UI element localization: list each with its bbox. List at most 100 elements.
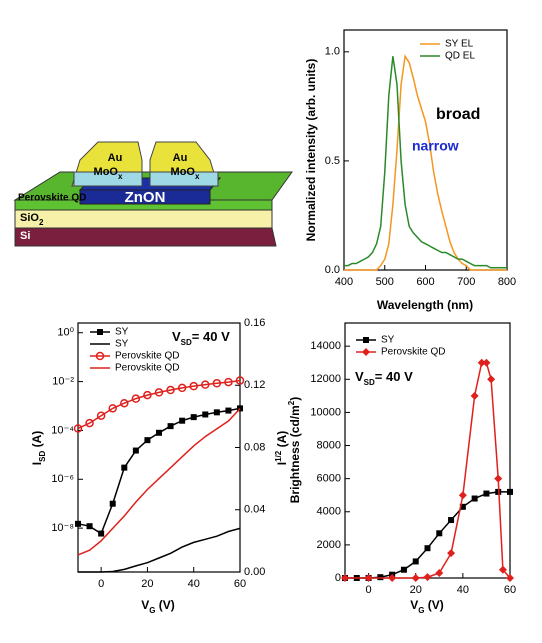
data-point: [154, 388, 164, 397]
x-tick-label: 600: [416, 276, 434, 288]
device-schematic: Au Au MoOx MoOx ZnON Perovskite QD SiO2 …: [13, 141, 293, 247]
y2-tick-label: 0.04: [244, 504, 265, 516]
data-point: [177, 383, 187, 393]
legend-marker: [362, 348, 370, 356]
au-label: Au: [108, 152, 123, 164]
y-tick-label: 14000: [310, 340, 341, 352]
y-tick-label: 4000: [317, 506, 341, 518]
data-point: [86, 523, 93, 530]
y-tick-label: 10⁻⁴: [51, 424, 74, 436]
data-point: [341, 574, 349, 582]
data-point: [424, 545, 431, 552]
label-part: G: [418, 606, 424, 615]
data-point: [109, 500, 116, 507]
data-point: [498, 565, 507, 574]
legend-marker: [95, 351, 105, 361]
x-tick-label: 0: [366, 584, 372, 596]
label-part: I: [30, 462, 44, 465]
data-point: [477, 358, 486, 367]
series-line: [345, 491, 510, 579]
series-line: [77, 379, 241, 430]
label-part: = 40 V: [192, 329, 230, 344]
data-point: [121, 464, 128, 471]
y2-axis-label: I1/2 (A): [274, 431, 290, 465]
data-point: [388, 574, 397, 582]
annotation: broad: [436, 106, 480, 123]
x-tick-label: 60: [504, 584, 516, 596]
data-point: [458, 491, 467, 500]
label-part: 2: [39, 218, 44, 227]
x-tick-label: 40: [188, 578, 200, 590]
data-point: [487, 375, 496, 384]
legend-label: SY: [115, 339, 129, 350]
y-tick-label: 1.0: [325, 46, 340, 58]
sio2-layer: [14, 209, 273, 229]
x-tick-label: 40: [457, 584, 469, 596]
legend-label: SY EL: [445, 39, 474, 50]
data-point: [471, 495, 478, 502]
data-point: [423, 573, 432, 582]
data-point: [85, 418, 94, 428]
data-point: [412, 558, 419, 565]
x-axis-label: Wavelength (nm): [377, 298, 473, 312]
legend-label: Perovskite QD: [115, 351, 179, 362]
x-tick-label: 20: [141, 578, 153, 590]
y-tick-label: 10000: [310, 406, 341, 418]
data-point: [436, 530, 443, 537]
moox-left: [73, 171, 143, 187]
x-axis-label: VG (V): [410, 598, 444, 614]
data-point: [179, 417, 186, 424]
data-point: [120, 398, 129, 408]
label-part: V: [141, 598, 149, 612]
label-part: (A): [275, 431, 289, 451]
x-tick-label: 20: [410, 584, 422, 596]
label-part: ): [288, 397, 302, 401]
legend-label: SY: [115, 327, 129, 338]
series-line: [344, 54, 507, 271]
data-point: [156, 429, 162, 436]
si-label: Si: [20, 230, 30, 242]
znon-layer: [79, 189, 211, 205]
series-line: [344, 56, 507, 269]
data-point: [507, 488, 513, 495]
data-point: [377, 574, 384, 581]
data-point: [201, 380, 210, 389]
legend-label: Perovskite QD: [381, 347, 445, 358]
data-point: [435, 569, 444, 578]
x-axis-label: VG (V): [141, 598, 175, 614]
au-label: Au: [173, 152, 188, 164]
annotation: VSD= 40 V: [355, 369, 413, 386]
moox-label: MoOx: [94, 166, 123, 181]
data-point: [108, 404, 117, 413]
data-point: [470, 391, 479, 400]
label-part: MoO: [171, 166, 196, 178]
data-point: [482, 358, 491, 367]
data-point: [132, 447, 139, 454]
label-part: 1/2: [274, 450, 283, 462]
y-tick-label: 0: [335, 572, 341, 584]
series-line: [78, 527, 241, 573]
sio2-label: SiO2: [20, 212, 44, 227]
data-point: [202, 411, 209, 418]
perovskite-label: Perovskite QD: [18, 193, 86, 204]
label-part: Brightness (cd/m: [288, 405, 302, 503]
label-part: 2: [287, 400, 296, 405]
data-point: [144, 437, 151, 444]
data-point: [447, 549, 456, 558]
data-point: [75, 520, 81, 527]
x-tick-label: 60: [234, 578, 246, 590]
data-point: [237, 405, 243, 412]
data-point: [224, 377, 233, 387]
label-part: MoO: [94, 166, 119, 178]
label-part: x: [118, 172, 123, 181]
data-point: [98, 530, 105, 537]
data-point: [189, 381, 198, 391]
data-point: [364, 574, 373, 582]
data-point: [96, 411, 106, 420]
y-axis-label: Normalized intensity (arb. units): [304, 59, 318, 242]
y2-tick-label: 0.00: [244, 566, 265, 578]
data-point: [400, 566, 407, 573]
label-part: SD: [38, 451, 47, 462]
data-point: [167, 423, 174, 430]
data-point: [494, 474, 503, 483]
